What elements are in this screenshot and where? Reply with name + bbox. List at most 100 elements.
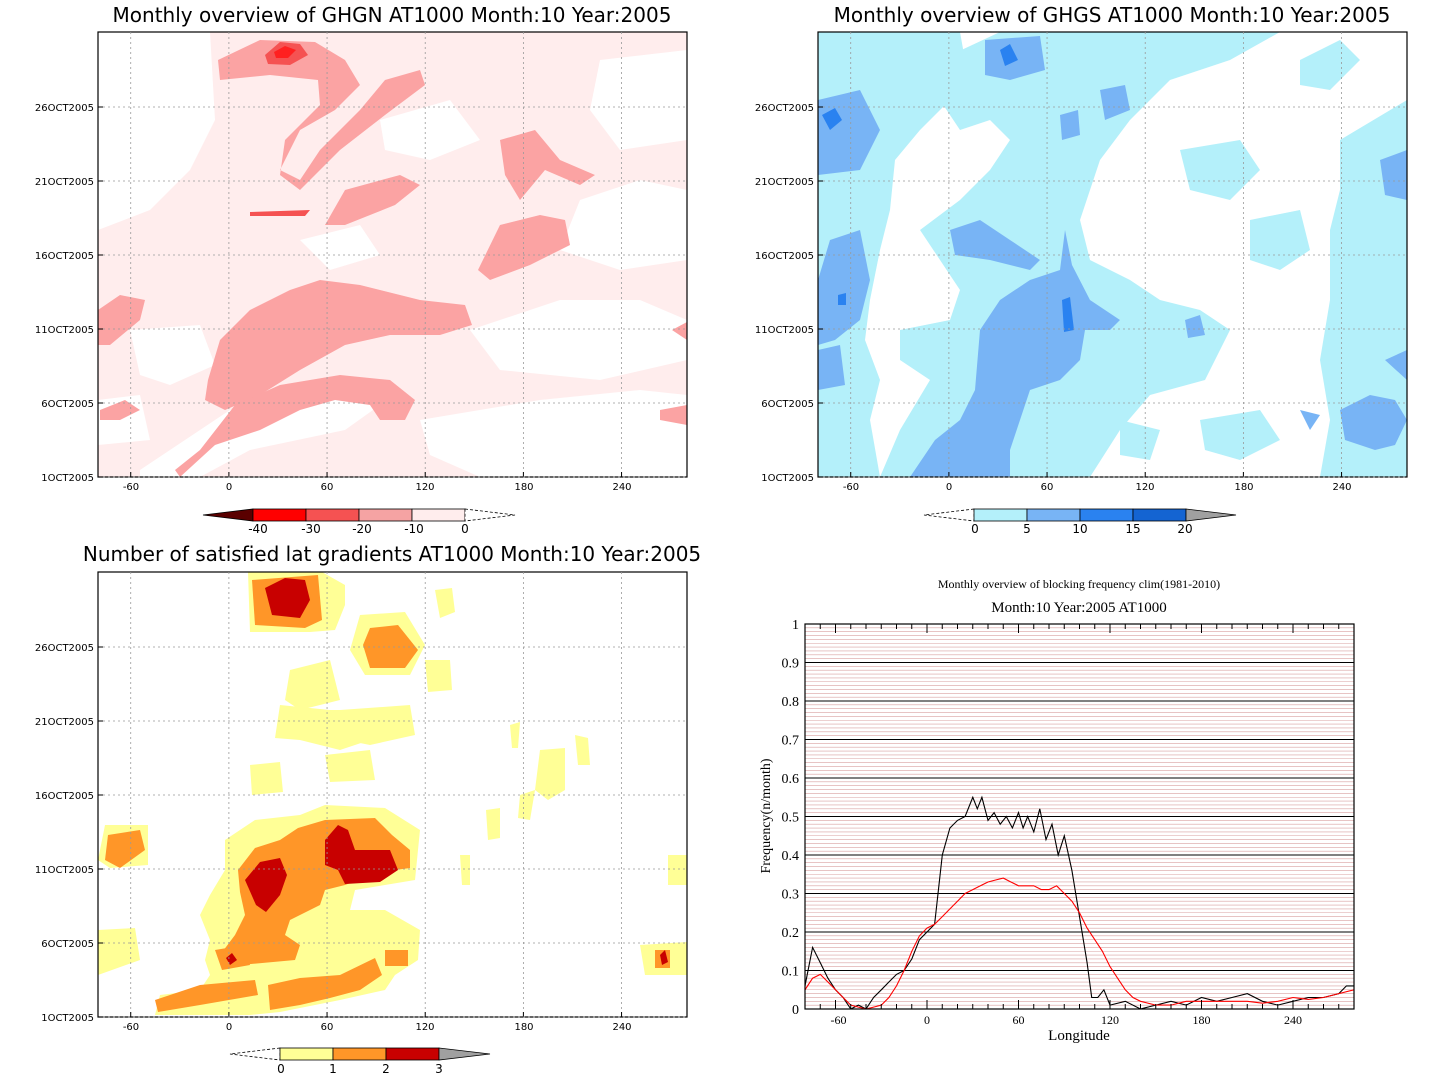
panel-blocking-frequency: Monthly overview of blocking frequency c… (759, 577, 1355, 1044)
y-tick-label: 11OCT2005 (755, 325, 814, 336)
colorbar-label: 20 (1177, 522, 1192, 536)
y-tick-label: 21OCT2005 (35, 177, 94, 188)
panel-ghgn-title: Monthly overview of GHGN AT1000 Month:10… (113, 3, 672, 27)
y-tick-label: 0 (792, 1003, 799, 1018)
x-tick-label: 180 (514, 482, 533, 493)
panel-ghgn-yticks: 1OCT2005 6OCT2005 11OCT2005 16OCT2005 21… (35, 103, 94, 484)
y-tick-label: 0.6 (782, 772, 800, 787)
x-tick-label: -60 (123, 1022, 139, 1033)
x-tick-label: 240 (612, 482, 631, 493)
x-tick-label: 120 (415, 482, 434, 493)
x-tick-label: 180 (1234, 482, 1253, 493)
x-tick-label: 240 (612, 1022, 631, 1033)
panel-ghgs-title: Monthly overview of GHGS AT1000 Month:10… (834, 3, 1391, 27)
panel-ghgn-xgrid (98, 32, 687, 478)
colorbar-label: 10 (1072, 522, 1087, 536)
x-tick-label: 180 (514, 1022, 533, 1033)
panel-gradients-title: Number of satisfied lat gradients AT1000… (83, 542, 701, 566)
ghgn-contours (98, 32, 687, 477)
y-tick-label: 26OCT2005 (35, 103, 94, 114)
y-tick-label: 26OCT2005 (35, 643, 94, 654)
panel-gradients-xticks: -60 0 60 120 180 240 (123, 1022, 632, 1033)
x-tick-label: 0 (924, 1013, 930, 1027)
x-tick-label: 240 (1332, 482, 1351, 493)
panel-ghgn: Monthly overview of GHGN AT1000 Month:10… (35, 3, 688, 536)
y-tick-label: 1OCT2005 (41, 1013, 94, 1024)
y-tick-label: 6OCT2005 (761, 399, 814, 410)
y-tick-label: 1 (792, 618, 799, 633)
panel-ghgs: Monthly overview of GHGS AT1000 Month:10… (755, 3, 1408, 536)
colorbar-label: 5 (1023, 522, 1031, 536)
line-chart-xlabel: Longitude (1048, 1028, 1110, 1044)
line-chart-title: Monthly overview of blocking frequency c… (938, 577, 1220, 591)
panel-ghgs-colorbar: 0 5 10 15 20 (923, 508, 1237, 536)
panel-gradients-yticks: 1OCT2005 6OCT2005 11OCT2005 16OCT2005 21… (35, 643, 94, 1024)
line-chart-series (805, 795, 1354, 1009)
colorbar-label: 0 (461, 522, 469, 536)
x-tick-label: 60 (321, 1022, 334, 1033)
colorbar-label: -10 (404, 522, 424, 536)
y-tick-label: 0.3 (782, 888, 800, 903)
y-tick-label: 6OCT2005 (41, 939, 94, 950)
y-tick-label: 11OCT2005 (35, 325, 94, 336)
colorbar-label: 3 (435, 1062, 443, 1076)
y-tick-label: 21OCT2005 (35, 717, 94, 728)
y-tick-label: 0.7 (782, 734, 800, 749)
colorbar-label: 0 (277, 1062, 285, 1076)
y-tick-label: 11OCT2005 (35, 865, 94, 876)
x-tick-label: -60 (843, 482, 859, 493)
x-tick-label: 120 (1135, 482, 1154, 493)
x-tick-label: 240 (1284, 1013, 1302, 1027)
y-tick-label: 0.1 (782, 965, 800, 980)
y-tick-label: 6OCT2005 (41, 399, 94, 410)
x-tick-label: 0 (226, 482, 232, 493)
line-chart-ticks (804, 624, 1355, 1009)
line-chart-y-tick-labels: 0 0.1 0.2 0.3 0.4 0.5 0.6 0.7 0.8 0.9 1 (782, 618, 800, 1018)
series-line-black (805, 795, 1354, 1009)
panel-ghgs-xticks: -60 0 60 120 180 240 (843, 482, 1352, 493)
panel-ghgs-xgrid (818, 32, 1407, 478)
x-tick-label: 120 (415, 1022, 434, 1033)
colorbar-label: 0 (971, 522, 979, 536)
y-tick-label: 0.5 (782, 811, 800, 826)
panel-ghgs-yticks: 1OCT2005 6OCT2005 11OCT2005 16OCT2005 21… (755, 103, 814, 484)
panel-gradients-colorbar: 0 1 2 3 (229, 1047, 491, 1076)
colorbar-label: 2 (382, 1062, 390, 1076)
x-tick-label: 60 (1041, 482, 1054, 493)
colorbar-label: -40 (248, 522, 268, 536)
colorbar-label: -20 (352, 522, 372, 536)
panel-ghgn-xticks: -60 0 60 120 180 240 (123, 482, 632, 493)
colorbar-label: -30 (301, 522, 321, 536)
y-tick-label: 16OCT2005 (755, 251, 814, 262)
x-tick-label: 0 (946, 482, 952, 493)
y-tick-label: 0.9 (782, 657, 800, 672)
y-tick-label: 0.8 (782, 695, 800, 710)
ghgs-contours (818, 32, 1407, 477)
x-tick-label: -60 (831, 1013, 847, 1027)
colorbar-label: 1 (329, 1062, 337, 1076)
y-tick-label: 1OCT2005 (41, 473, 94, 484)
y-tick-label: 0.2 (782, 926, 800, 941)
line-chart-ylabel: Frequency(n/month) (759, 758, 774, 873)
x-tick-label: 60 (1013, 1013, 1025, 1027)
x-tick-label: 60 (321, 482, 334, 493)
x-tick-label: -60 (123, 482, 139, 493)
y-tick-label: 16OCT2005 (35, 791, 94, 802)
colorbar-label: 15 (1125, 522, 1140, 536)
y-tick-label: 1OCT2005 (761, 473, 814, 484)
y-tick-label: 21OCT2005 (755, 177, 814, 188)
y-tick-label: 26OCT2005 (755, 103, 814, 114)
line-chart-gridlines (805, 624, 1354, 1009)
y-tick-label: 16OCT2005 (35, 251, 94, 262)
y-tick-label: 0.4 (782, 849, 800, 864)
series-line-red (805, 877, 1354, 1009)
line-chart-subtitle: Month:10 Year:2005 AT1000 (991, 600, 1166, 616)
x-tick-label: 0 (226, 1022, 232, 1033)
x-tick-label: 120 (1101, 1013, 1119, 1027)
panel-ghgn-colorbar: -40 -30 -20 -10 0 (202, 508, 516, 536)
panel-gradients: Number of satisfied lat gradients AT1000… (35, 542, 701, 1076)
x-tick-label: 180 (1193, 1013, 1211, 1027)
gradients-contours (98, 572, 687, 1017)
panel-gradients-xgrid (98, 572, 687, 1018)
